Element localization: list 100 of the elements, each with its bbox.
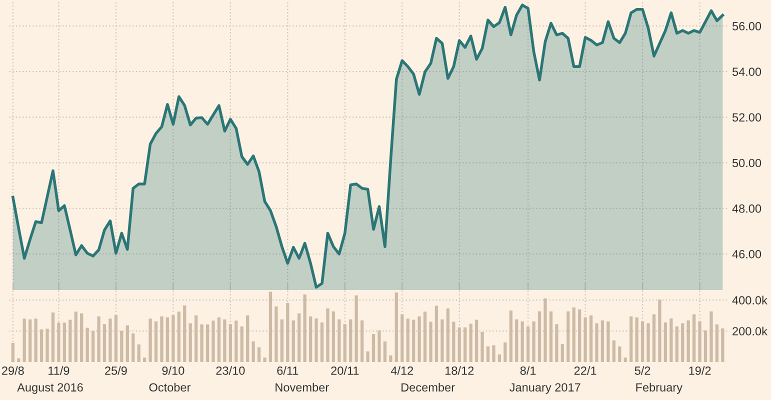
bar bbox=[646, 323, 650, 362]
bar bbox=[526, 326, 530, 362]
bar bbox=[154, 321, 158, 362]
bar bbox=[549, 311, 553, 362]
bar bbox=[183, 305, 186, 362]
bar bbox=[57, 322, 60, 362]
bar bbox=[166, 317, 170, 362]
bar bbox=[406, 318, 410, 362]
bar bbox=[555, 324, 558, 362]
bar bbox=[418, 316, 421, 362]
text: January 2017 bbox=[510, 383, 580, 394]
bar bbox=[366, 351, 370, 362]
bar bbox=[51, 312, 55, 362]
bar bbox=[148, 318, 152, 362]
bar bbox=[22, 318, 26, 362]
bar bbox=[509, 310, 512, 362]
bar bbox=[62, 322, 66, 362]
bar bbox=[206, 324, 210, 362]
bar bbox=[308, 316, 312, 362]
x-tick-label: 20/11 bbox=[331, 366, 359, 375]
bar bbox=[314, 318, 318, 362]
text: November bbox=[276, 382, 329, 392]
bar bbox=[326, 308, 330, 362]
bar bbox=[320, 322, 324, 362]
bar bbox=[137, 344, 140, 362]
x-tick-label: 18/12 bbox=[446, 366, 474, 375]
y-tick-label: 46.00 bbox=[732, 250, 762, 258]
y-tick-label: 50.00 bbox=[732, 158, 762, 168]
bar bbox=[246, 315, 250, 362]
bar bbox=[80, 313, 84, 362]
bar bbox=[606, 321, 610, 362]
bar bbox=[252, 341, 255, 362]
bar bbox=[343, 324, 346, 362]
bar bbox=[383, 341, 387, 362]
bar bbox=[126, 325, 129, 362]
bar bbox=[177, 312, 180, 362]
bar bbox=[97, 316, 100, 362]
bar bbox=[670, 318, 673, 362]
bar bbox=[446, 308, 450, 362]
bar bbox=[538, 311, 542, 362]
text: October bbox=[149, 382, 191, 392]
bar bbox=[578, 309, 582, 362]
bar bbox=[354, 295, 358, 362]
bar bbox=[469, 324, 472, 362]
bar bbox=[286, 303, 290, 362]
bar bbox=[332, 311, 336, 362]
y-tick-label: 54.00 bbox=[732, 68, 762, 76]
bar bbox=[263, 358, 266, 362]
bar bbox=[378, 330, 381, 362]
bar bbox=[721, 328, 724, 362]
bar bbox=[188, 323, 192, 362]
bar bbox=[102, 324, 106, 362]
bar bbox=[274, 306, 278, 362]
bar bbox=[389, 355, 392, 362]
bar bbox=[194, 315, 198, 362]
bar bbox=[681, 323, 684, 362]
text: December bbox=[402, 382, 455, 392]
x-tick-label: 5/2 bbox=[634, 366, 650, 375]
y-tick-label: 400.0k bbox=[732, 296, 768, 304]
x-tick-label: 29/8 bbox=[2, 366, 24, 375]
bar bbox=[618, 346, 622, 362]
bar bbox=[360, 320, 364, 362]
bar bbox=[228, 324, 232, 362]
bar bbox=[452, 322, 456, 362]
bar bbox=[612, 340, 616, 362]
bar bbox=[338, 319, 341, 362]
bar bbox=[68, 320, 72, 362]
bar bbox=[257, 347, 261, 362]
bar bbox=[212, 320, 215, 362]
bar bbox=[520, 321, 524, 362]
bar bbox=[584, 317, 587, 362]
bar bbox=[172, 315, 175, 362]
bar bbox=[480, 332, 484, 362]
bar bbox=[46, 328, 49, 362]
bar bbox=[704, 330, 708, 362]
bar bbox=[298, 313, 301, 362]
bar bbox=[600, 320, 604, 362]
bar bbox=[458, 327, 461, 362]
bar bbox=[698, 321, 702, 362]
y-tick-label: 56.00 bbox=[732, 22, 762, 30]
bar bbox=[515, 319, 518, 362]
x-tick-label: 4/12 bbox=[390, 366, 414, 375]
bar bbox=[658, 299, 662, 362]
bar bbox=[566, 311, 570, 362]
bar bbox=[474, 320, 478, 362]
bar bbox=[132, 333, 135, 362]
bar bbox=[223, 319, 226, 362]
x-tick-label: 8/1 bbox=[520, 366, 536, 375]
bar bbox=[715, 324, 719, 362]
text: February bbox=[636, 382, 682, 394]
bar bbox=[640, 321, 644, 362]
bar bbox=[28, 319, 32, 362]
bar bbox=[303, 294, 306, 362]
x-tick-label: 6/11 bbox=[277, 366, 298, 375]
bar bbox=[486, 346, 490, 362]
bar bbox=[292, 320, 295, 362]
bar bbox=[240, 326, 244, 362]
bar bbox=[440, 319, 444, 362]
bar bbox=[652, 314, 656, 362]
bar bbox=[498, 354, 502, 362]
